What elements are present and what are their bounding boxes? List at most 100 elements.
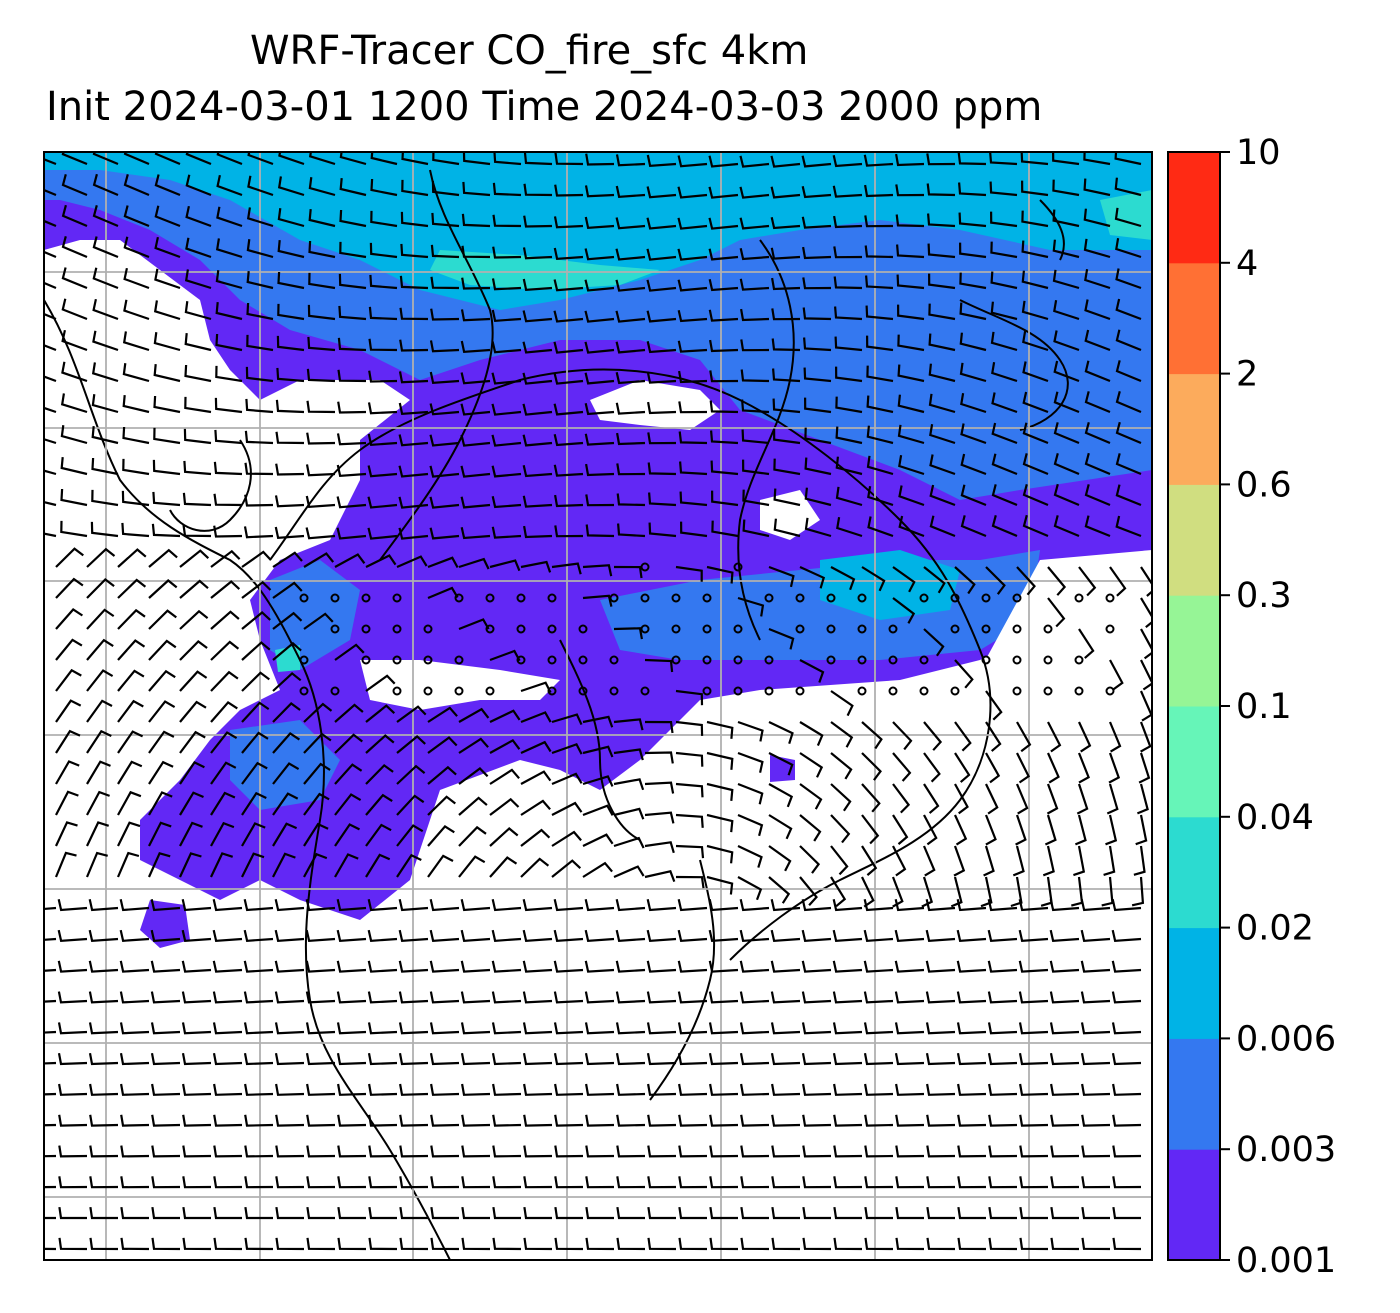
wind-barb bbox=[861, 845, 878, 876]
wind-barb bbox=[1112, 1176, 1142, 1189]
wind-barb bbox=[520, 770, 552, 785]
wind-barb bbox=[677, 991, 708, 1004]
wind-barb bbox=[274, 1052, 305, 1066]
wind-barb bbox=[1112, 1206, 1141, 1220]
wind-barb bbox=[275, 1237, 305, 1251]
wind-barb bbox=[959, 332, 987, 352]
calm-wind-marker bbox=[578, 624, 588, 634]
wind-barb bbox=[985, 566, 1006, 595]
wind-barb bbox=[802, 1237, 832, 1251]
calm-wind-marker bbox=[485, 593, 495, 603]
wind-barb bbox=[646, 929, 677, 942]
colorbar-tick-label: 0.02 bbox=[1236, 909, 1314, 949]
wind-barb bbox=[307, 336, 336, 352]
colorbar-segment bbox=[1168, 706, 1220, 818]
wind-barb bbox=[737, 782, 764, 805]
wind-barb bbox=[429, 899, 460, 912]
wind-barb bbox=[1022, 422, 1049, 445]
wind-barb bbox=[458, 855, 486, 878]
wind-barb bbox=[1016, 721, 1032, 753]
wind-barb bbox=[708, 309, 739, 322]
wind-barb bbox=[151, 1083, 181, 1096]
wind-barb bbox=[1053, 300, 1080, 321]
wind-barb bbox=[461, 1237, 491, 1251]
wind-barb bbox=[646, 279, 677, 292]
wind-barb bbox=[737, 876, 763, 901]
wind-barb bbox=[929, 424, 956, 445]
wind-barb bbox=[489, 738, 521, 754]
wind-barb bbox=[306, 1114, 336, 1127]
wind-barb bbox=[398, 960, 429, 973]
wind-barb bbox=[430, 1083, 460, 1096]
wind-barb bbox=[803, 367, 832, 383]
wind-barb bbox=[55, 790, 79, 816]
calm-wind-marker bbox=[299, 686, 309, 696]
wind-barb bbox=[615, 929, 646, 942]
wind-barb bbox=[336, 464, 367, 477]
wind-barb bbox=[185, 237, 212, 259]
wind-barb bbox=[120, 1237, 150, 1251]
wind-barb bbox=[709, 339, 739, 353]
wind-barb bbox=[122, 458, 150, 476]
wind-barb bbox=[1115, 298, 1142, 321]
wind-barb bbox=[863, 960, 894, 973]
wind-barb bbox=[709, 1145, 739, 1158]
wind-barb bbox=[1114, 207, 1142, 228]
wind-barb bbox=[615, 185, 646, 198]
wind-barb bbox=[522, 310, 553, 323]
wind-barb bbox=[647, 1114, 677, 1127]
wind-barb bbox=[988, 1083, 1018, 1096]
wind-barb bbox=[647, 401, 677, 415]
wind-barb bbox=[491, 991, 522, 1004]
wind-barb bbox=[85, 851, 108, 878]
wind-barb bbox=[1049, 929, 1080, 942]
wind-barb bbox=[429, 960, 460, 973]
wind-barb bbox=[959, 302, 987, 321]
wind-barb bbox=[863, 991, 894, 1004]
wind-barb bbox=[892, 845, 907, 877]
wind-barb bbox=[957, 1114, 987, 1127]
wind-barb bbox=[86, 638, 114, 661]
wind-barb bbox=[1018, 899, 1049, 912]
wind-barb bbox=[86, 578, 115, 599]
wind-barb bbox=[864, 1206, 893, 1220]
wind-barb bbox=[44, 1185, 57, 1189]
wind-barb bbox=[1046, 783, 1059, 815]
wind-barb bbox=[678, 1145, 708, 1158]
wind-barb bbox=[1050, 1114, 1080, 1127]
wind-barb bbox=[184, 396, 212, 414]
wind-barb bbox=[368, 338, 398, 352]
wind-barb bbox=[489, 709, 521, 723]
wind-barb bbox=[58, 1206, 87, 1220]
wind-barb bbox=[458, 825, 487, 847]
wind-barb bbox=[1111, 1052, 1142, 1066]
wind-barb bbox=[398, 929, 429, 942]
wind-barb bbox=[179, 700, 207, 723]
wind-barb bbox=[867, 516, 894, 538]
plume-level-4 bbox=[430, 250, 660, 290]
wind-barb bbox=[1081, 1206, 1110, 1220]
wind-barb bbox=[1115, 484, 1142, 507]
wind-barb bbox=[522, 1022, 553, 1035]
wind-barb bbox=[57, 1022, 88, 1035]
wind-barb bbox=[272, 852, 296, 878]
wind-barb bbox=[833, 1083, 863, 1096]
wind-barb bbox=[582, 861, 613, 878]
calm-wind-marker bbox=[578, 655, 588, 665]
wind-barb bbox=[1115, 453, 1142, 476]
wind-barb bbox=[991, 453, 1018, 476]
wind-barb bbox=[365, 554, 397, 568]
wind-barb bbox=[274, 526, 305, 539]
calm-wind-marker bbox=[454, 593, 464, 603]
wind-barb bbox=[647, 432, 677, 445]
wind-barb bbox=[799, 659, 825, 683]
wind-barb bbox=[305, 899, 336, 912]
wind-barb bbox=[461, 1145, 491, 1158]
wind-barb bbox=[92, 330, 119, 352]
wind-barb bbox=[210, 640, 240, 661]
wind-barb bbox=[244, 462, 274, 476]
wind-barb bbox=[959, 362, 987, 383]
wind-barb bbox=[276, 335, 305, 352]
wind-barb bbox=[551, 562, 582, 575]
wind-barb bbox=[122, 363, 150, 383]
